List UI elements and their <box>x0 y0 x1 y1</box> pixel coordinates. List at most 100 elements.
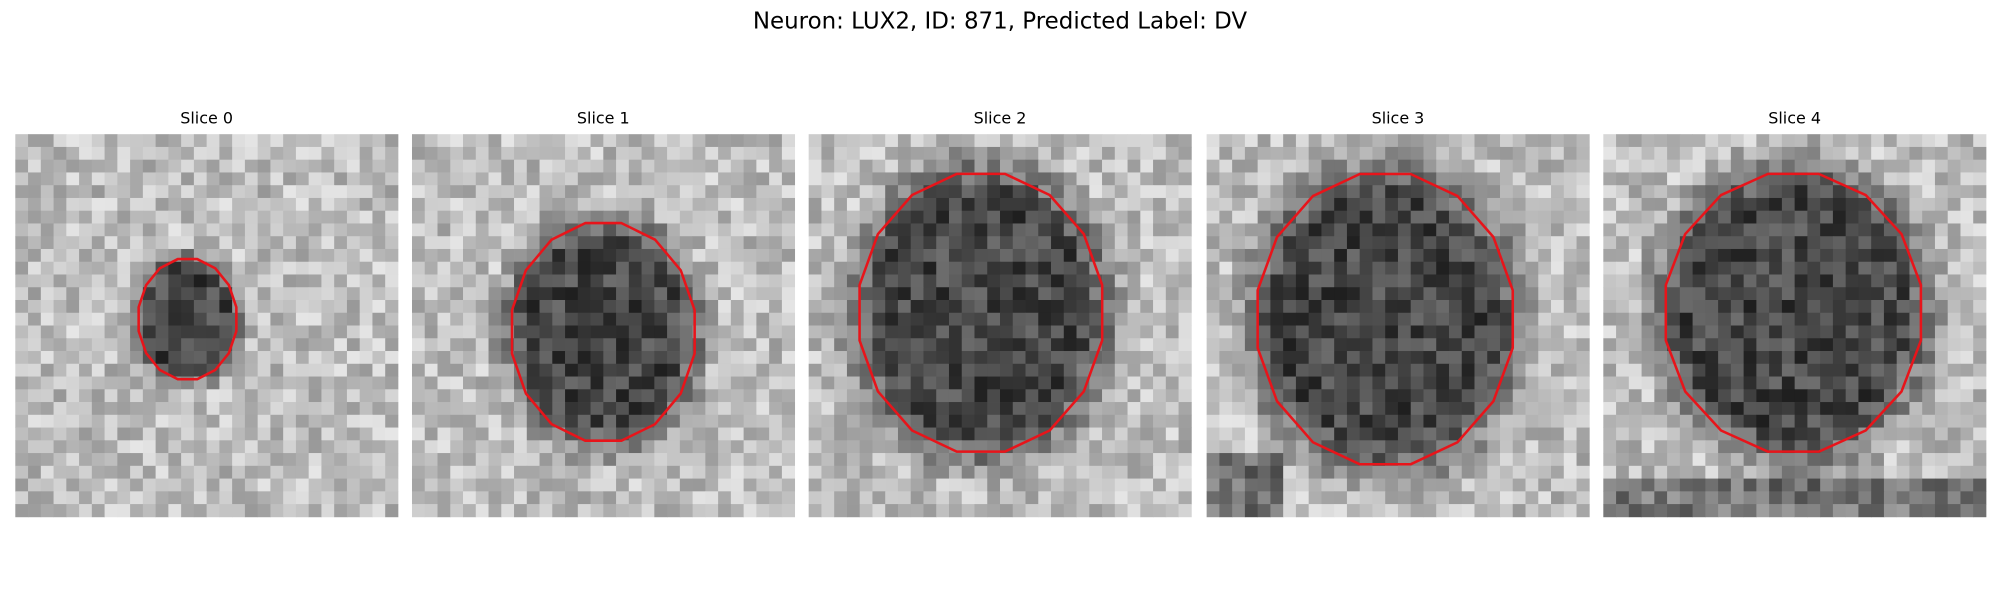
pixel <box>308 376 322 390</box>
pixel <box>66 261 80 275</box>
pixel <box>1641 236 1655 250</box>
pixel <box>257 389 271 403</box>
pixel <box>1346 287 1361 301</box>
pixel <box>1718 402 1732 416</box>
pixel <box>1410 389 1424 403</box>
pixel <box>1947 261 1961 275</box>
pixel <box>910 504 924 518</box>
pixel <box>1794 351 1808 365</box>
pixel <box>283 172 297 186</box>
pixel <box>705 504 719 518</box>
pixel <box>346 491 361 505</box>
pixel <box>1743 312 1757 326</box>
pixel <box>1153 325 1167 339</box>
pixel <box>1295 440 1310 454</box>
pixel <box>565 159 579 173</box>
pixel <box>28 248 42 263</box>
pixel <box>1934 351 1949 365</box>
pixel <box>53 312 67 326</box>
pixel <box>117 351 131 365</box>
pixel <box>1973 159 1987 173</box>
pixel <box>1769 210 1783 224</box>
pixel <box>1436 363 1450 377</box>
pixel <box>834 300 848 314</box>
pixel <box>628 325 642 339</box>
pixel <box>730 312 745 326</box>
pixel <box>66 351 80 365</box>
pixel <box>206 325 220 339</box>
pixel <box>1628 478 1642 492</box>
pixel <box>1603 248 1617 263</box>
pixel <box>372 453 386 467</box>
pixel <box>1692 389 1706 403</box>
pixel <box>846 414 861 428</box>
pixel <box>91 172 105 186</box>
pixel <box>1525 376 1539 390</box>
pixel <box>1359 261 1373 275</box>
pixel <box>1372 210 1386 224</box>
pixel <box>1896 465 1910 479</box>
pixel <box>1206 223 1220 237</box>
pixel <box>1794 389 1808 403</box>
pixel <box>590 248 604 263</box>
pixel <box>514 504 528 518</box>
pixel <box>936 134 950 148</box>
pixel <box>1551 325 1565 339</box>
pixel <box>1896 312 1910 326</box>
pixel <box>155 453 169 467</box>
pixel <box>1667 223 1681 237</box>
pixel <box>1321 389 1335 403</box>
pixel <box>1114 210 1128 224</box>
pixel <box>1102 376 1116 390</box>
pixel <box>1769 414 1783 428</box>
pixel <box>488 453 502 467</box>
pixel <box>1922 478 1936 492</box>
pixel <box>1487 248 1501 263</box>
pixel <box>577 363 591 377</box>
pixel <box>295 300 310 314</box>
pixel <box>781 338 796 352</box>
pixel <box>1178 504 1192 518</box>
pixel <box>1973 223 1987 237</box>
pixel <box>961 465 975 479</box>
pixel <box>321 427 335 441</box>
pixel <box>692 236 706 250</box>
pixel <box>705 172 719 186</box>
pixel <box>308 402 322 416</box>
pixel <box>885 274 899 288</box>
pixel <box>1448 351 1463 365</box>
pixel <box>104 402 118 416</box>
pixel <box>1883 300 1898 314</box>
pixel <box>1063 414 1077 428</box>
pixel <box>1563 287 1577 301</box>
pixel <box>1025 389 1039 403</box>
pixel <box>450 197 464 212</box>
pixel <box>206 172 220 186</box>
pixel <box>244 376 259 390</box>
pixel <box>948 248 963 263</box>
pixel <box>1563 376 1577 390</box>
pixel <box>193 338 208 352</box>
pixel <box>1973 197 1987 212</box>
pixel <box>1025 338 1039 352</box>
pixel <box>1947 376 1961 390</box>
pixel <box>424 274 438 288</box>
pixel <box>1705 491 1719 505</box>
pixel <box>1947 491 1961 505</box>
pixel <box>1730 402 1745 416</box>
pixel <box>846 427 861 441</box>
pixel <box>756 389 770 403</box>
pixel <box>1359 491 1373 505</box>
pixel <box>1051 274 1065 288</box>
pixel <box>897 427 912 441</box>
pixel <box>1423 389 1437 403</box>
pixel <box>1551 376 1565 390</box>
pixel <box>1206 146 1220 161</box>
pixel <box>1127 287 1141 301</box>
pixel <box>1165 261 1179 275</box>
pixel <box>590 134 604 148</box>
pixel <box>1397 261 1412 275</box>
pixel <box>334 185 348 199</box>
pixel <box>385 478 399 492</box>
pixel <box>1114 402 1128 416</box>
